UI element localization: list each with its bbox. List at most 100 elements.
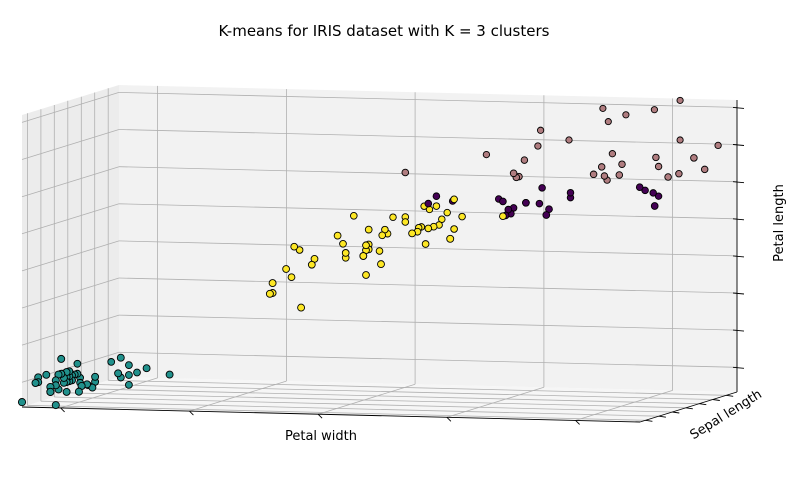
scatter-point-cluster-3 <box>608 150 617 158</box>
scatter-point-cluster-2 <box>389 213 397 221</box>
scatter-point-cluster-3 <box>700 165 709 174</box>
gridline-y-floor <box>94 384 713 400</box>
scatter-point-cluster-1 <box>114 369 123 378</box>
scatter-point-cluster-2 <box>339 239 347 248</box>
gridline-x-floor <box>446 386 545 418</box>
scatter-point-cluster-2 <box>375 247 384 255</box>
scatter-point-cluster-2 <box>297 303 306 312</box>
scatter-point-cluster-3 <box>401 168 410 177</box>
scatter-point-cluster-2 <box>362 241 370 250</box>
gridline-z-side <box>21 203 120 235</box>
scatter-point-cluster-1 <box>91 372 100 381</box>
scatter-point-cluster-3 <box>600 172 609 180</box>
x-axis-label: Petal width <box>285 429 357 444</box>
scatter-point-cluster-2 <box>282 265 290 273</box>
scatter-point-cluster-1 <box>124 380 133 389</box>
gridline-y-floor <box>27 404 646 421</box>
scatter-point-cluster-2 <box>401 218 410 226</box>
x-tick <box>189 410 194 416</box>
x-tick <box>446 416 452 422</box>
gridline-x-floor <box>317 383 416 415</box>
scatter-point-cluster-3 <box>597 163 606 171</box>
scatter-point-cluster-3 <box>654 162 663 171</box>
z-tick <box>732 106 745 109</box>
y-tick <box>726 394 734 397</box>
y-tick <box>712 399 720 401</box>
scatter-point-cluster-0 <box>650 202 659 210</box>
y-tick <box>645 419 653 422</box>
scatter-point-cluster-0 <box>424 199 433 208</box>
scatter-point-cluster-3 <box>589 170 598 179</box>
back-pane <box>119 85 737 392</box>
scatter-point-cluster-0 <box>566 188 575 197</box>
gridline-y-floor <box>54 396 673 413</box>
scatter-point-cluster-2 <box>333 231 342 240</box>
scatter-point-cluster-3 <box>536 126 545 134</box>
scatter-point-cluster-1 <box>31 379 40 387</box>
scatter-point-cluster-3 <box>604 118 612 126</box>
gridline-y-floor <box>81 388 700 405</box>
z-tick <box>732 181 745 184</box>
chart-title: K-means for IRIS dataset with K = 3 clus… <box>219 22 550 40</box>
scatter-point-cluster-1 <box>133 368 141 377</box>
scatter-point-cluster-3 <box>520 156 529 164</box>
scatter-point-cluster-2 <box>290 242 299 251</box>
scatter-point-cluster-2 <box>450 225 458 233</box>
scatter-point-cluster-2 <box>408 229 416 238</box>
axis-ticks <box>60 106 745 425</box>
scatter-point-cluster-1 <box>124 361 133 369</box>
x-tick <box>575 420 580 425</box>
scatter-point-cluster-0 <box>535 199 544 208</box>
gridline-z-back <box>118 351 738 368</box>
scatter-point-cluster-2 <box>295 246 304 254</box>
scatter-point-cluster-3 <box>652 153 660 162</box>
scatter-point-cluster-2 <box>377 260 385 269</box>
gridline-z-side <box>21 166 120 198</box>
scatter-point-cluster-0 <box>654 192 663 200</box>
scatter-point-cluster-1 <box>142 364 151 373</box>
scatter-point-cluster-3 <box>482 150 491 159</box>
x-tick <box>317 413 323 419</box>
gridline-z-back <box>118 277 738 294</box>
scatter-point-cluster-2 <box>458 212 466 221</box>
scatter-point-cluster-2 <box>341 249 350 257</box>
scatter-point-cluster-1 <box>107 358 116 366</box>
gridline-z-side <box>21 314 120 346</box>
y-axis-line <box>639 391 738 423</box>
data-points <box>17 96 722 410</box>
scatter-point-cluster-1 <box>124 371 133 379</box>
scatter-point-cluster-1 <box>62 387 71 396</box>
scatter-point-cluster-2 <box>499 212 507 221</box>
scatter-point-cluster-0 <box>538 184 546 192</box>
scatter-point-cluster-1 <box>42 370 51 379</box>
scatter-point-cluster-2 <box>359 252 368 260</box>
scatter-point-cluster-1 <box>73 359 82 368</box>
scatter-point-cluster-3 <box>650 106 658 114</box>
scatter-point-cluster-2 <box>432 202 441 210</box>
scatter-point-cluster-3 <box>509 169 518 178</box>
gridline-y-floor <box>40 400 659 417</box>
z-tick <box>732 218 745 221</box>
axis-lines <box>21 100 738 423</box>
gridline-z-back <box>118 314 738 331</box>
scatter-point-cluster-3 <box>690 154 698 162</box>
x-axis-line <box>21 406 641 423</box>
scatter-point-cluster-2 <box>421 240 430 248</box>
scatter-point-cluster-2 <box>287 273 296 282</box>
floor-pane <box>22 377 737 422</box>
scatter-point-cluster-1 <box>17 398 27 407</box>
scatter-point-cluster-3 <box>618 160 626 168</box>
scatter-point-cluster-2 <box>268 279 277 288</box>
scatter-point-cluster-2 <box>378 231 386 240</box>
scatter-point-cluster-3 <box>664 173 672 181</box>
gridline-x-floor <box>60 377 158 409</box>
scatter-point-cluster-3 <box>714 141 722 150</box>
side-pane <box>22 85 119 407</box>
scatter-point-cluster-3 <box>534 142 542 150</box>
scatter-point-cluster-3 <box>675 169 683 178</box>
z-tick <box>732 329 745 332</box>
scatter-point-cluster-2 <box>362 271 370 279</box>
scatter-point-cluster-2 <box>265 289 274 298</box>
y-tick <box>658 415 666 418</box>
